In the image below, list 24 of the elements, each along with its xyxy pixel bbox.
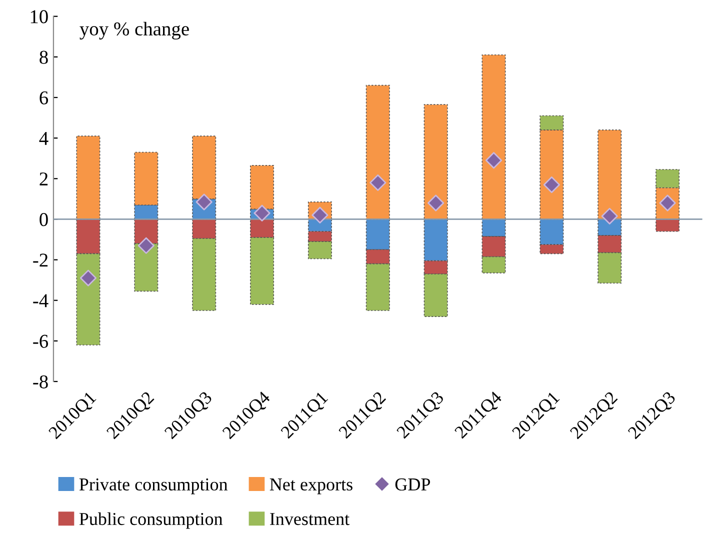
- point: [601, 208, 618, 224]
- legend-label: GDP: [395, 478, 430, 491]
- y-tick-label: -6: [33, 334, 48, 348]
- point: [138, 237, 154, 254]
- legend-label: Net exports: [270, 478, 352, 494]
- point: [543, 176, 560, 194]
- y-tick-label: -4: [33, 294, 48, 308]
- annotation: yoy % change: [80, 22, 189, 40]
- y-tick-label: 10: [30, 10, 48, 24]
- point: [80, 270, 97, 286]
- y-tick-label: 8: [40, 50, 48, 64]
- y-tick-label: 4: [39, 132, 48, 145]
- y-tick-label: -8: [33, 375, 48, 388]
- y-tick-label: 0: [40, 213, 48, 226]
- point: [254, 204, 270, 222]
- point: [485, 152, 502, 169]
- y-tick-label: 2: [40, 172, 48, 186]
- legend-label: Private consumption: [79, 478, 228, 494]
- legend-label: Investment: [270, 513, 350, 526]
- point: [370, 174, 386, 191]
- y-tick-label: -2: [33, 254, 48, 267]
- y-tick-label: 6: [40, 91, 48, 104]
- legend-label: Public consumption: [79, 512, 223, 529]
- point: [428, 194, 444, 212]
